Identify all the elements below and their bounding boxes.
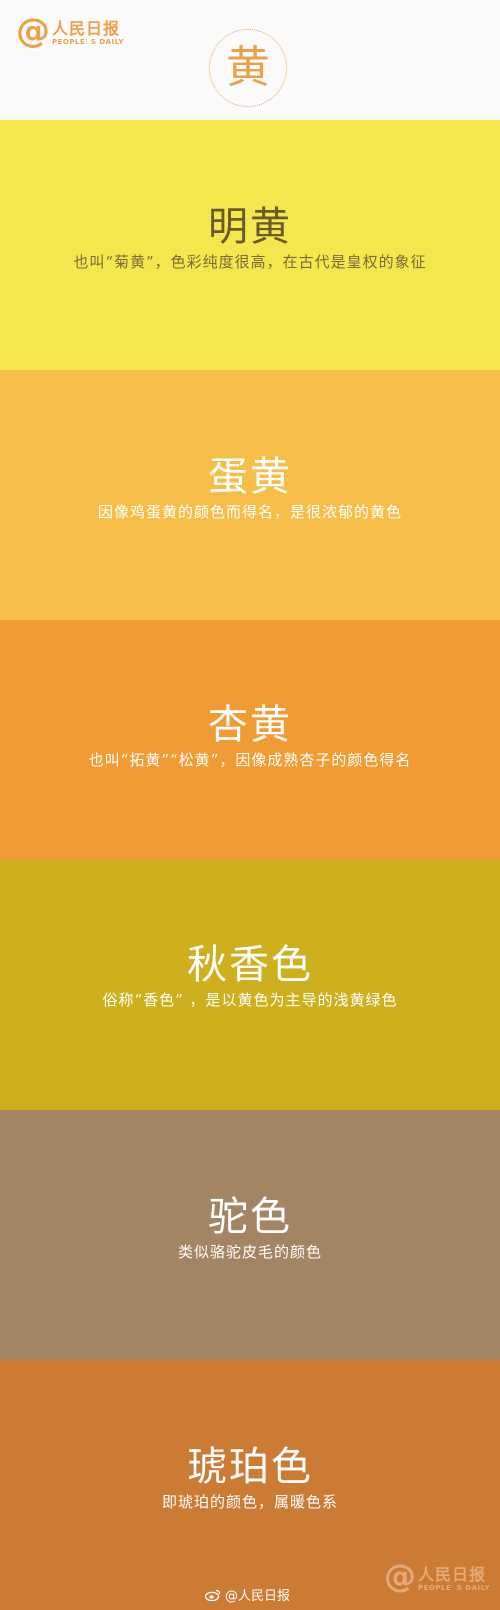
page-title: 黄 bbox=[226, 42, 270, 93]
color-band-xing-huang: 杏黄 也叫“拓黄”“松黄”，因像成熟杏子的颜色得名 bbox=[0, 620, 500, 860]
logo-text: 人民日报 PEOPLE' S DAILY bbox=[52, 20, 124, 47]
color-description: 即琥珀的颜色，属暖色系 bbox=[161, 1493, 338, 1511]
color-name: 蛋黄 bbox=[208, 454, 292, 500]
header: @ 人民日报 PEOPLE' S DAILY 黄 bbox=[0, 0, 500, 120]
color-band-dan-huang: 蛋黄 因像鸡蛋黄的颜色而得名，是很浓郁的黄色 bbox=[0, 370, 500, 620]
color-name: 杏黄 bbox=[208, 702, 292, 748]
color-name: 琥珀色 bbox=[187, 1444, 313, 1490]
logo-name: 人民日报 bbox=[52, 19, 121, 38]
watermark-at-icon: @ bbox=[384, 1557, 416, 1595]
color-band-tuo-se: 驼色 类似骆驼皮毛的颜色 bbox=[0, 1110, 500, 1360]
weibo-handle-text: @人民日报 bbox=[225, 1589, 291, 1604]
color-name: 驼色 bbox=[208, 1194, 292, 1240]
color-band-qiu-xiang-se: 秋香色 俗称“香色” ，是以黄色为主导的浅黄绿色 bbox=[0, 860, 500, 1110]
color-description: 类似骆驼皮毛的颜色 bbox=[177, 1243, 322, 1261]
color-description: 因像鸡蛋黄的颜色而得名，是很浓郁的黄色 bbox=[97, 503, 402, 521]
watermark-logo: @ 人民日报 PEOPLE' S DAILY bbox=[384, 1560, 490, 1593]
at-sign-icon: @ bbox=[16, 11, 50, 51]
color-band-hu-po-se: 琥珀色 即琥珀的颜色，属暖色系 bbox=[0, 1360, 500, 1610]
color-description: 也叫“拓黄”“松黄”，因像成熟杏子的颜色得名 bbox=[88, 751, 412, 769]
color-description: 也叫“菊黄”，色彩纯度很高，在古代是皇权的象征 bbox=[73, 253, 427, 271]
color-name: 秋香色 bbox=[187, 942, 313, 988]
logo-subtitle: PEOPLE' S DAILY bbox=[52, 38, 125, 46]
watermark-name: 人民日报 bbox=[418, 1565, 487, 1584]
color-band-ming-huang: 明黄 也叫“菊黄”，色彩纯度很高，在古代是皇权的象征 bbox=[0, 120, 500, 370]
weibo-icon bbox=[205, 1589, 221, 1601]
color-name: 明黄 bbox=[208, 204, 292, 250]
weibo-handle: @人民日报 bbox=[205, 1585, 290, 1604]
watermark-subtitle: PEOPLE' S DAILY bbox=[418, 1584, 491, 1592]
peoples-daily-logo: @ 人民日报 PEOPLE' S DAILY bbox=[16, 14, 124, 48]
color-description: 俗称“香色” ，是以黄色为主导的浅黄绿色 bbox=[102, 991, 398, 1009]
watermark-text: 人民日报 PEOPLE' S DAILY bbox=[418, 1566, 490, 1593]
title-badge: 黄 bbox=[209, 29, 287, 107]
